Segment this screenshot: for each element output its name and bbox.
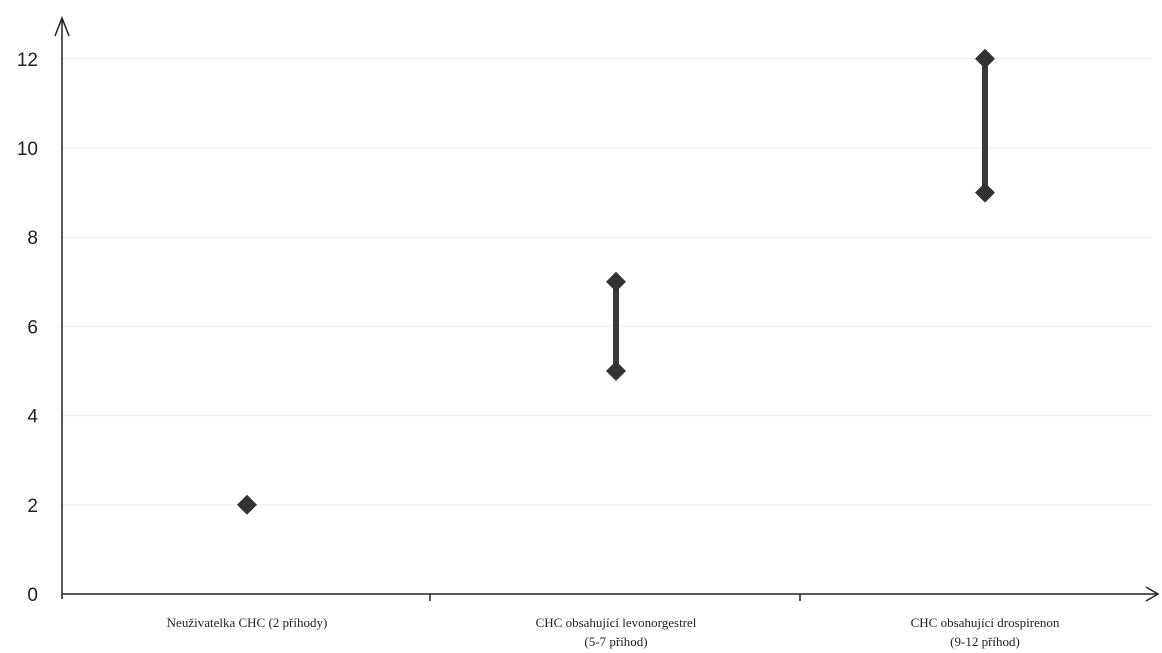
data-point [975, 182, 995, 203]
y-tick-label: 10 [17, 139, 38, 160]
data-point [606, 361, 626, 381]
x-tick-labels: Neuživatelka CHC (2 příhody) CHC obsahují… [167, 615, 1060, 649]
y-tick-label: 8 [27, 228, 38, 249]
axes [54, 15, 1160, 602]
y-tick-labels: 0 2 4 6 8 10 12 [17, 50, 39, 606]
data-marks [237, 48, 995, 515]
y-tick-label: 6 [27, 317, 38, 338]
y-tick-label: 4 [27, 407, 38, 428]
y-axis-arrow [54, 15, 70, 37]
data-point [606, 271, 626, 292]
y-tick-label: 2 [27, 496, 38, 517]
x-tick-label: Neuživatelka CHC (2 příhody) [167, 615, 328, 630]
data-point [237, 494, 257, 515]
data-point [975, 48, 995, 69]
x-axis-arrow [1145, 586, 1160, 602]
x-tick-label: CHC obsahující drospirenon (9-12 příhod) [911, 615, 1060, 649]
x-tick-label: CHC obsahující levonorgestrel (5-7 příhod… [536, 615, 697, 649]
y-tick-label: 12 [17, 50, 38, 71]
y-tick-label: 0 [27, 585, 38, 606]
gridlines [62, 58, 1152, 506]
